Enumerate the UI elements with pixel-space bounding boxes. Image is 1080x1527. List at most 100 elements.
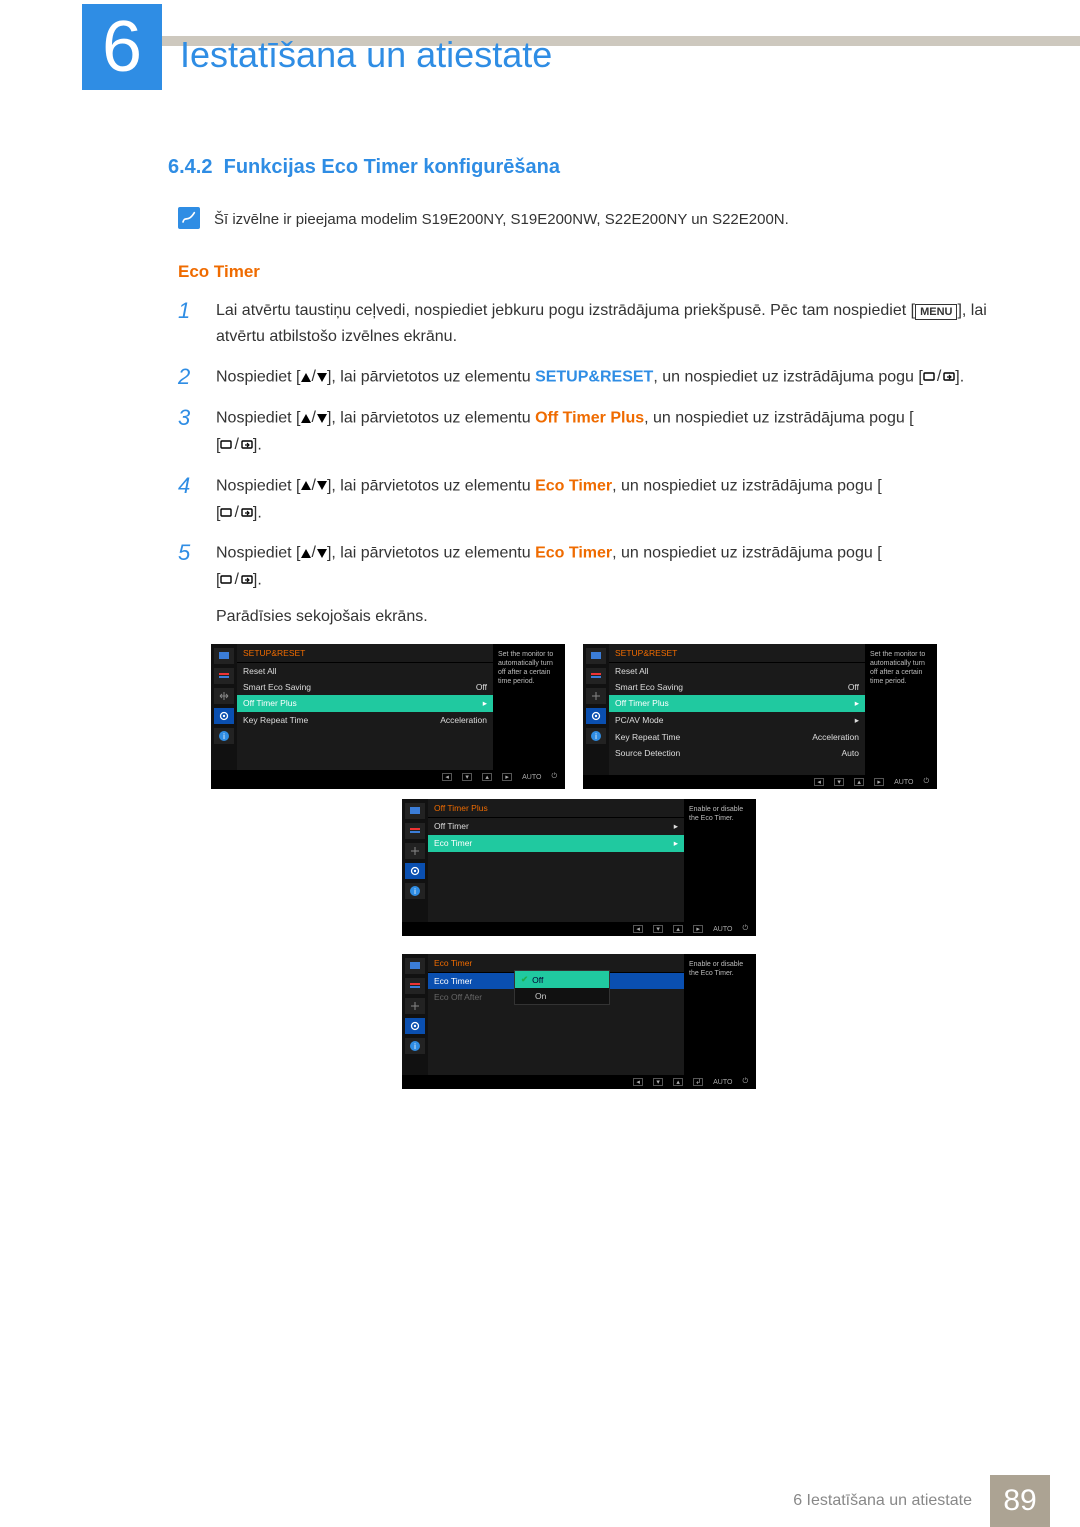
osd-help: Set the monitor to automatically turn of… [865,644,937,775]
nav-left-icon: ◂ [814,778,824,786]
source-enter-icon: / [220,500,252,526]
sub-title: Eco Timer [178,262,990,282]
menu-button-label: MENU [915,304,957,320]
osd-popup-item-selected: ✔Off [515,971,609,988]
osd-tab-setup-icon [586,708,606,724]
check-icon: ✔ [521,974,528,985]
page: 6 Iestatīšana un atiestate 6.4.2 Funkcij… [0,0,1080,1527]
osd-header: Off Timer Plus [428,799,684,818]
chapter-title: Iestatīšana un atiestate [180,34,552,76]
osd-item: Key Repeat TimeAcceleration [237,712,493,728]
osd-tab-color-icon [214,668,234,684]
text: ]. [955,369,964,386]
up-down-icon: / [301,473,327,499]
text: Lai atvērtu taustiņu ceļvedi, nospiediet… [216,302,915,319]
osd-tab-picture-icon [405,803,425,819]
steps: 1 Lai atvērtu taustiņu ceļvedi, nospiedi… [178,298,990,595]
text: Nospiediet [ [216,545,301,562]
note-icon [178,207,200,229]
section-heading: Funkcijas Eco Timer konfigurēšana [224,156,560,178]
svg-text:i: i [414,1042,416,1051]
text: ], lai pārvietotos uz elementu [327,545,535,562]
power-icon: ⏻ [923,778,929,786]
up-down-icon: / [301,364,327,390]
step-text: Nospiediet [/], lai pārvietotos uz eleme… [216,473,882,527]
step-3: 3 Nospiediet [/], lai pārvietotos uz ele… [178,405,990,459]
osd-help: Enable or disable the Eco Timer. [684,799,756,922]
text: ]. [253,572,262,589]
text: Nospiediet [ [216,369,301,386]
nav-up-icon: ▴ [854,778,864,786]
osd-tab-info-icon: i [586,728,606,744]
osd-column: i Off Timer Plus Off Timer▸ Eco Timer▸ E… [168,799,990,1089]
step-text: Nospiediet [/], lai pārvietotos uz eleme… [216,405,914,459]
nav-enter-icon: ↲ [693,1078,703,1086]
osd-tab-size-icon [214,688,234,704]
osd-popup: ✔Off On [514,970,610,1005]
power-icon: ⏻ [742,925,748,933]
text: ], lai pārvietotos uz elementu [327,477,535,494]
osd-item-selected: Off Timer Plus▸ [609,695,865,712]
osd-item-selected: Eco Timer▸ [428,835,684,852]
nav-up-icon: ▴ [673,1078,683,1086]
nav-right-icon: ▸ [502,773,512,781]
osd-item: Reset All [609,663,865,679]
svg-text:i: i [595,732,597,741]
step-1: 1 Lai atvērtu taustiņu ceļvedi, nospiedi… [178,298,990,351]
chapter-number-badge: 6 [82,4,162,90]
osd-tab-setup-icon [405,863,425,879]
osd-tabs: i [402,954,428,1075]
content: 6.4.2 Funkcijas Eco Timer konfigurēšana … [0,96,1080,1089]
osd-help: Set the monitor to automatically turn of… [493,644,565,770]
osd-main: SETUP&RESET Reset All Smart Eco SavingOf… [609,644,865,775]
step-text: Lai atvērtu taustiņu ceļvedi, nospiediet… [216,298,990,351]
page-footer: 6 Iestatīšana un atiestate 89 [0,1475,1080,1527]
text: ]. [253,504,262,521]
step-number: 4 [178,473,200,527]
nav-down-icon: ▾ [653,925,663,933]
nav-left-icon: ◂ [633,925,643,933]
result-text: Parādīsies sekojošais ekrāns. [216,608,990,626]
osd-tab-color-icon [586,668,606,684]
osd-item: Reset All [237,663,493,679]
osd-off-timer-plus: i Off Timer Plus Off Timer▸ Eco Timer▸ E… [402,799,756,936]
osd-tab-size-icon [586,688,606,704]
step-4: 4 Nospiediet [/], lai pārvietotos uz ele… [178,473,990,527]
osd-tab-picture-icon [214,648,234,664]
osd-row-top: i SETUP&RESET Reset All Smart Eco Saving… [158,644,990,789]
osd-header: SETUP&RESET [609,644,865,663]
note: Šī izvēlne ir pieejama modelim S19E200NY… [178,207,990,232]
nav-down-icon: ▾ [834,778,844,786]
osd-footer: ◂ ▾ ▴ ▸ AUTO ⏻ [402,922,756,936]
osd-tab-info-icon: i [405,1038,425,1054]
osd-tab-size-icon [405,843,425,859]
step-5: 5 Nospiediet [/], lai pārvietotos uz ele… [178,540,990,594]
highlight: Off Timer Plus [535,410,644,427]
text: ], lai pārvietotos uz elementu [327,369,535,386]
section-number: 6.4.2 [168,156,212,178]
text: , un nospiediet uz izstrādājuma pogu [ [653,369,923,386]
osd-popup-item: On [515,988,609,1004]
text: Nospiediet [ [216,477,301,494]
text: , un nospiediet uz izstrādājuma pogu [ [612,477,882,494]
osd-footer: ◂ ▾ ▴ ↲ AUTO ⏻ [402,1075,756,1089]
osd-tabs: i [211,644,237,770]
osd-tab-info-icon: i [214,728,234,744]
chapter-header: 6 Iestatīšana un atiestate [0,0,1080,96]
step-number: 5 [178,540,200,594]
osd-tab-picture-icon [405,958,425,974]
step-text: Nospiediet [/], lai pārvietotos uz eleme… [216,364,964,391]
osd-main: SETUP&RESET Reset All Smart Eco SavingOf… [237,644,493,770]
osd-item-selected: Off Timer Plus▸ [237,695,493,712]
up-down-icon: / [301,540,327,566]
osd-item: Key Repeat TimeAcceleration [609,729,865,745]
nav-up-icon: ▴ [673,925,683,933]
highlight: Eco Timer [535,545,612,562]
osd-footer: ◂ ▾ ▴ ▸ AUTO ⏻ [583,775,937,789]
nav-up-icon: ▴ [482,773,492,781]
nav-right-icon: ▸ [874,778,884,786]
osd-tabs: i [402,799,428,922]
osd-tab-setup-icon [214,708,234,724]
text: , un nospiediet uz izstrādājuma pogu [ [644,410,914,427]
text: Nospiediet [ [216,410,301,427]
